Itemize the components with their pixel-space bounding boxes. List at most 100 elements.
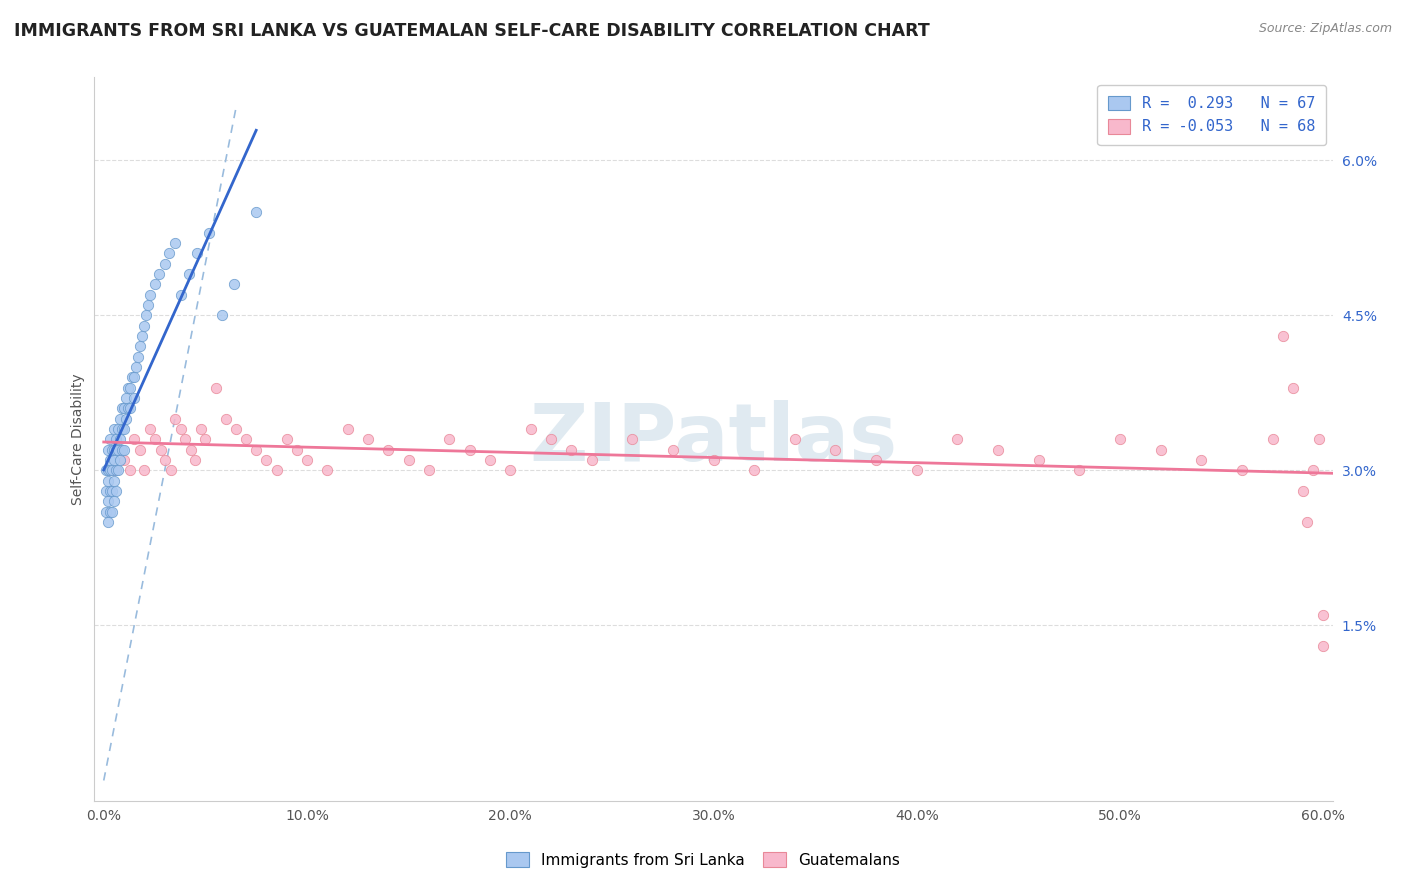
Point — [115, 391, 138, 405]
Point — [111, 422, 134, 436]
Point — [560, 442, 582, 457]
Point — [122, 432, 145, 446]
Point — [107, 463, 129, 477]
Point — [117, 381, 139, 395]
Point — [1189, 453, 1212, 467]
Point — [1312, 639, 1334, 653]
Point — [97, 515, 120, 529]
Point — [245, 204, 267, 219]
Point — [101, 483, 124, 498]
Point — [98, 505, 121, 519]
Point — [184, 453, 207, 467]
Point — [377, 442, 399, 457]
Point — [108, 432, 131, 446]
Point — [103, 453, 125, 467]
Point — [295, 453, 318, 467]
Point — [108, 453, 131, 467]
Point — [987, 442, 1010, 457]
Point — [418, 463, 440, 477]
Point — [120, 463, 142, 477]
Point — [824, 442, 846, 457]
Point — [225, 422, 247, 436]
Point — [180, 442, 202, 457]
Point — [186, 246, 208, 260]
Point — [905, 463, 928, 477]
Point — [112, 442, 135, 457]
Point — [129, 442, 152, 457]
Point — [149, 442, 172, 457]
Point — [127, 350, 149, 364]
Point — [108, 411, 131, 425]
Point — [519, 422, 541, 436]
Point — [139, 422, 162, 436]
Point — [98, 453, 121, 467]
Point — [138, 298, 160, 312]
Point — [94, 463, 117, 477]
Point — [783, 432, 806, 446]
Point — [285, 442, 308, 457]
Point — [163, 411, 186, 425]
Point — [97, 463, 120, 477]
Point — [111, 401, 134, 416]
Point — [159, 463, 181, 477]
Point — [117, 401, 139, 416]
Point — [107, 422, 129, 436]
Point — [235, 432, 257, 446]
Point — [478, 453, 501, 467]
Point — [103, 422, 125, 436]
Point — [97, 474, 120, 488]
Point — [621, 432, 644, 446]
Point — [1261, 432, 1284, 446]
Point — [101, 505, 124, 519]
Point — [1150, 442, 1173, 457]
Point — [458, 442, 481, 457]
Point — [111, 442, 134, 457]
Point — [103, 494, 125, 508]
Point — [153, 453, 176, 467]
Point — [254, 453, 277, 467]
Point — [702, 453, 724, 467]
Point — [1271, 329, 1294, 343]
Point — [1069, 463, 1091, 477]
Point — [125, 359, 148, 374]
Point — [97, 494, 120, 508]
Point — [198, 226, 221, 240]
Point — [398, 453, 420, 467]
Point — [1109, 432, 1132, 446]
Point — [104, 463, 127, 477]
Point — [112, 401, 135, 416]
Point — [98, 463, 121, 477]
Point — [143, 277, 166, 292]
Point — [112, 453, 135, 467]
Point — [245, 442, 267, 457]
Point — [179, 267, 201, 281]
Point — [336, 422, 359, 436]
Point — [121, 370, 143, 384]
Point — [129, 339, 152, 353]
Point — [98, 483, 121, 498]
Text: Source: ZipAtlas.com: Source: ZipAtlas.com — [1258, 22, 1392, 36]
Point — [581, 453, 603, 467]
Point — [153, 256, 176, 270]
Point — [266, 463, 288, 477]
Point — [101, 442, 124, 457]
Point — [134, 463, 156, 477]
Point — [120, 401, 142, 416]
Point — [134, 318, 156, 333]
Point — [170, 287, 193, 301]
Point — [107, 442, 129, 457]
Point — [316, 463, 339, 477]
Point — [865, 453, 887, 467]
Point — [157, 246, 180, 260]
Point — [103, 474, 125, 488]
Point — [170, 422, 193, 436]
Point — [103, 463, 125, 477]
Point — [94, 483, 117, 498]
Point — [1302, 463, 1324, 477]
Point — [104, 483, 127, 498]
Point — [1282, 381, 1305, 395]
Point — [148, 267, 170, 281]
Point — [1028, 453, 1050, 467]
Point — [108, 442, 131, 457]
Point — [222, 277, 245, 292]
